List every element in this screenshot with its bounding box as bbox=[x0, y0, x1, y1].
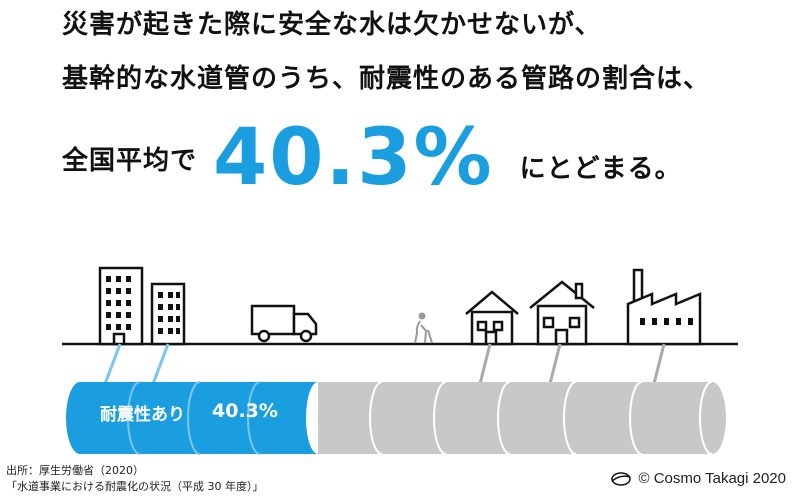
headline-prefix: 全国平均で bbox=[62, 145, 198, 176]
office-building-icon bbox=[150, 282, 186, 346]
house-icon bbox=[465, 290, 519, 346]
apartment-building-icon bbox=[98, 266, 144, 346]
pipe-resistant bbox=[66, 381, 318, 455]
headline-line-2: 基幹的な水道管のうち、耐震性のある管路の割合は、 bbox=[62, 64, 711, 94]
headline-line-3: 全国平均で 40.3% にとどまる。 bbox=[62, 113, 682, 203]
credit: © Cosmo Takagi 2020 bbox=[610, 470, 786, 487]
elderly-person-icon bbox=[414, 312, 433, 344]
headline-suffix: にとどまる。 bbox=[519, 153, 682, 184]
pipe-illustration bbox=[62, 266, 738, 455]
pipe-not-resistant bbox=[318, 381, 726, 455]
source-line-1: 出所：厚生労働省（2020） bbox=[6, 464, 144, 477]
pipe-resistant-label: 耐震性あり bbox=[100, 405, 185, 425]
factory-icon bbox=[626, 268, 702, 346]
logo-icon bbox=[611, 471, 632, 486]
pipe-resistant-value: 40.3% bbox=[212, 400, 278, 422]
truck-icon bbox=[250, 304, 318, 343]
source-line-2: 「水道事業における耐震化の状況（平成 30 年度）」 bbox=[6, 480, 264, 493]
credit-text: © Cosmo Takagi 2020 bbox=[638, 470, 786, 487]
headline-line-1: 災害が起きた際に安全な水は欠かせないが、 bbox=[62, 10, 602, 40]
highlight-value: 40.3% bbox=[213, 113, 494, 203]
house-icon bbox=[529, 280, 595, 346]
